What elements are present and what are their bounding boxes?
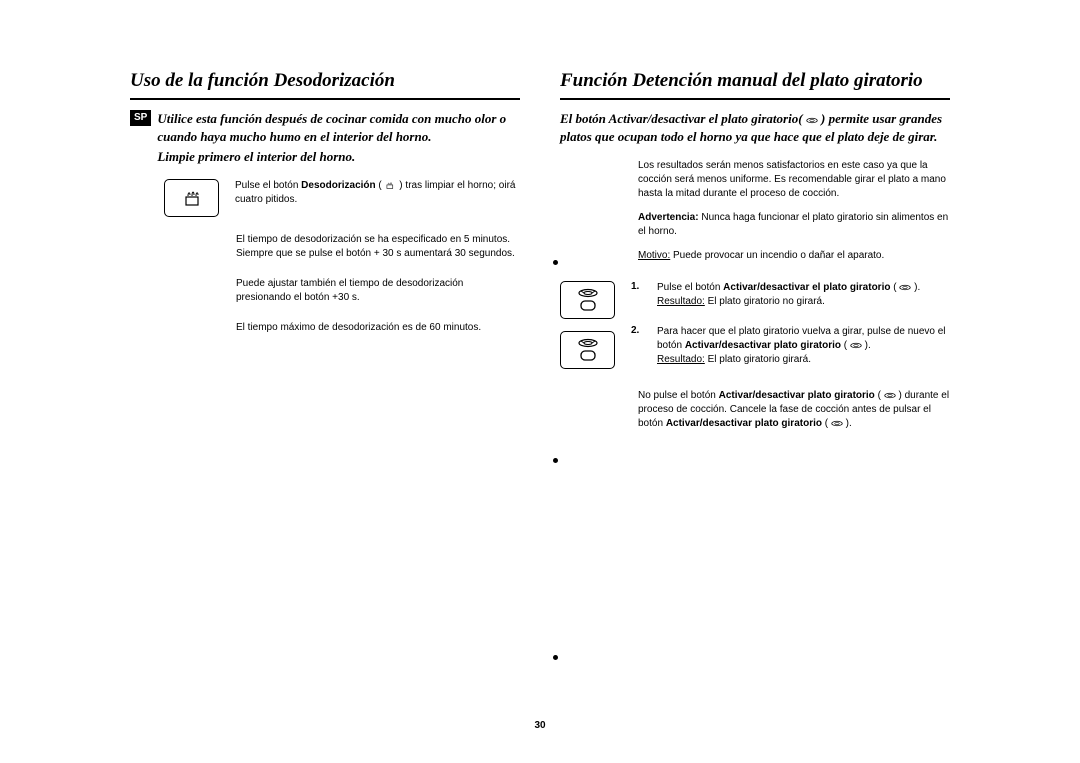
horizontal-rule bbox=[130, 98, 520, 100]
step-number-1: 1. bbox=[631, 281, 643, 292]
step-1-text: Pulse el botón Activar/desactivar el pla… bbox=[657, 281, 920, 309]
dot-icon bbox=[553, 260, 558, 265]
turntable-steps-row: 1. Pulse el botón Activar/desactivar el … bbox=[560, 281, 950, 383]
section-title-right: Función Detención manual del plato girat… bbox=[560, 70, 950, 92]
binding-dots bbox=[553, 260, 558, 660]
right-column: Función Detención manual del plato girat… bbox=[560, 70, 950, 431]
two-column-layout: Uso de la función Desodorización SP Util… bbox=[130, 70, 950, 431]
bottom-warning-note: No pulse el botón Activar/desactivar pla… bbox=[638, 389, 950, 431]
step-number-2: 2. bbox=[631, 325, 643, 336]
dot-icon bbox=[553, 655, 558, 660]
turntable-button-illustration-2 bbox=[560, 331, 615, 369]
section-title-left: Uso de la función Desodorización bbox=[130, 70, 520, 92]
step-2: 2. Para hacer que el plato giratorio vue… bbox=[631, 325, 950, 367]
dot-icon bbox=[553, 458, 558, 463]
warning-block: Advertencia: Nunca haga funcionar el pla… bbox=[638, 211, 950, 239]
language-badge: SP bbox=[130, 110, 151, 126]
note-less-satisfactory: Los resultados serán menos satisfactorio… bbox=[638, 159, 950, 201]
page-number: 30 bbox=[0, 720, 1080, 731]
step-row-deodorize: Pulse el botón Desodorización ( ) tras l… bbox=[164, 179, 520, 217]
turntable-inline-icon bbox=[899, 284, 911, 291]
deodorize-inline-icon bbox=[385, 182, 397, 189]
turntable-inline-icon bbox=[850, 342, 862, 349]
para-max: El tiempo máximo de desodorización es de… bbox=[236, 321, 520, 335]
para-timing: El tiempo de desodorización se ha especi… bbox=[236, 233, 520, 261]
step-1: 1. Pulse el botón Activar/desactivar el … bbox=[631, 281, 950, 309]
reason-block: Motivo: Puede provocar un incendio o dañ… bbox=[638, 249, 950, 263]
manual-page: Uso de la función Desodorización SP Util… bbox=[0, 0, 1080, 763]
turntable-inline-icon bbox=[806, 117, 818, 124]
turntable-icon bbox=[575, 287, 601, 313]
step-text-deodorize: Pulse el botón Desodorización ( ) tras l… bbox=[235, 179, 520, 207]
para-adjust: Puede ajustar también el tiempo de desod… bbox=[236, 277, 520, 305]
intro-text-left: Utilice esta función después de cocinar … bbox=[157, 110, 520, 145]
turntable-icon bbox=[575, 337, 601, 363]
turntable-button-illustration-1 bbox=[560, 281, 615, 319]
deodorize-button-illustration bbox=[164, 179, 219, 217]
turntable-inline-icon bbox=[831, 420, 843, 427]
turntable-inline-icon bbox=[884, 392, 896, 399]
deodorize-icon bbox=[183, 189, 201, 207]
intro-text-right: El botón Activar/desactivar el plato gir… bbox=[560, 110, 950, 145]
left-column: Uso de la función Desodorización SP Util… bbox=[130, 70, 520, 431]
subhead-left: Limpie primero el interior del horno. bbox=[157, 149, 520, 165]
horizontal-rule bbox=[560, 98, 950, 100]
intro-row: SP Utilice esta función después de cocin… bbox=[130, 110, 520, 179]
step-2-text: Para hacer que el plato giratorio vuelva… bbox=[657, 325, 950, 367]
